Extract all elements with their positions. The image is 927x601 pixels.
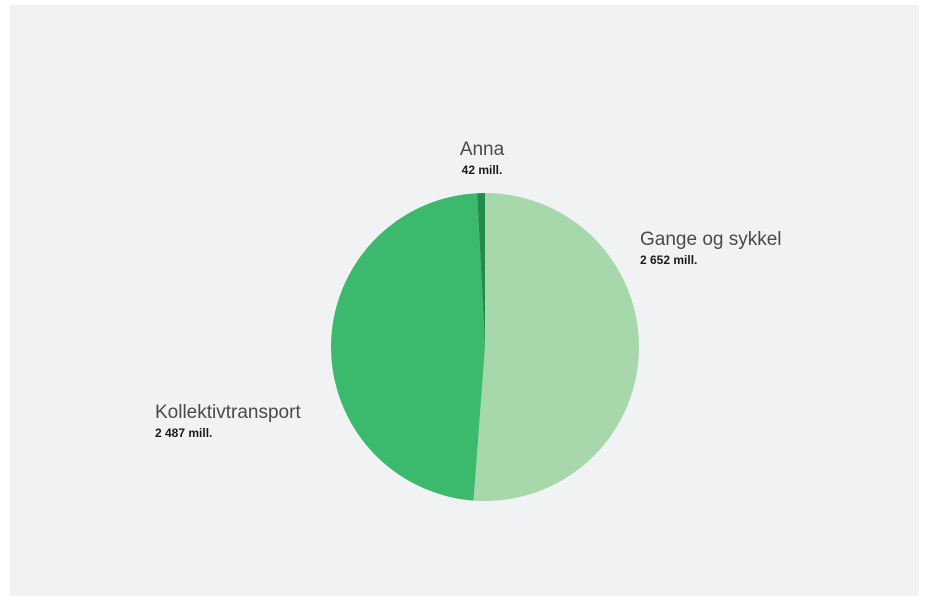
slice-value-anna: 42 mill. [462,163,503,177]
slice-label-gange-og-sykkel: Gange og sykkel [640,229,782,250]
slice-value-gange-og-sykkel: 2 652 mill. [640,253,697,267]
pie-slice-gange-og-sykkel [473,193,640,501]
pie-slice-anna [477,193,485,347]
pie-slices [331,193,640,501]
slice-value-kollektivtransport: 2 487 mill. [155,426,212,440]
slice-label-anna: Anna [460,139,505,160]
pie-slice-kollektivtransport [331,193,485,501]
slice-label-kollektivtransport: Kollektivtransport [155,402,301,423]
